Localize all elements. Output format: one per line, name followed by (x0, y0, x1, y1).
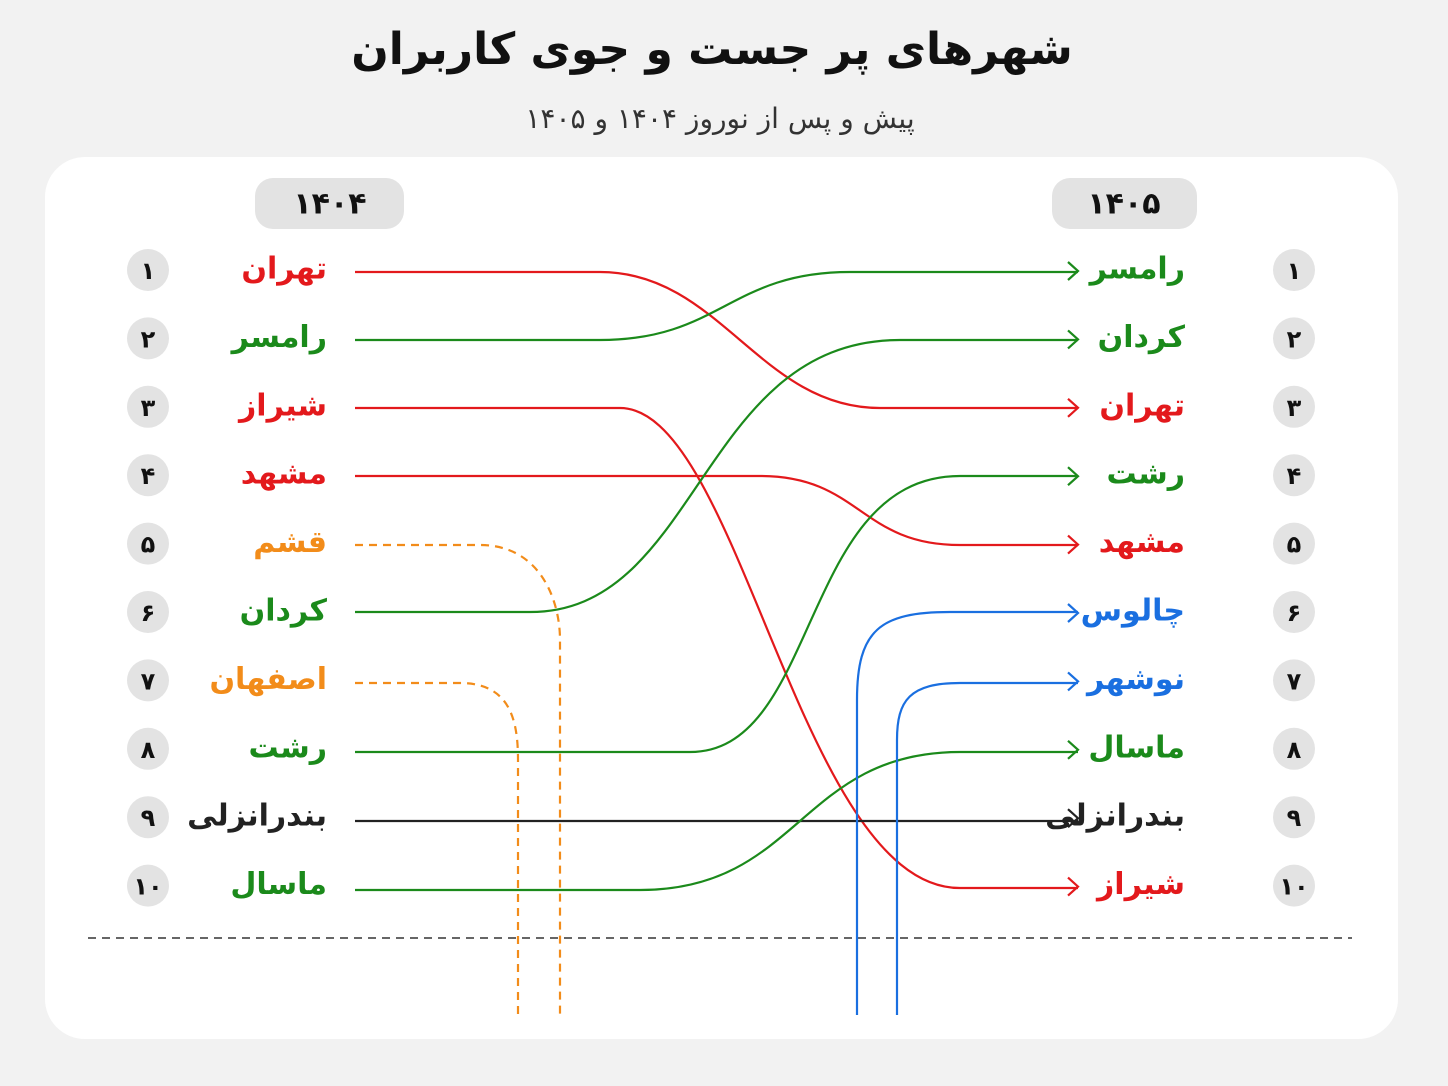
arrow-head (1067, 329, 1080, 350)
city: قشم (253, 525, 327, 560)
rank: ۶ (141, 599, 156, 627)
city: مشهد (1099, 525, 1185, 560)
rank-badge (1273, 591, 1315, 633)
rank: ۱۰ (1279, 873, 1308, 901)
link (355, 543, 562, 1015)
title: شهرهای پر جست و جوی کاربران (351, 24, 1073, 75)
rank: ۵ (141, 531, 156, 559)
rank-badge (127, 659, 169, 702)
arrow-head (1067, 603, 1080, 623)
rank-badge (127, 864, 169, 907)
city: اصفهان (209, 662, 327, 697)
city: بندرانزلی (1045, 799, 1185, 834)
rank: ۸ (141, 736, 156, 764)
rank-badge (1273, 454, 1315, 497)
year-pill (1052, 178, 1197, 229)
link (355, 681, 520, 1015)
rank-badge (1273, 317, 1315, 360)
link (355, 270, 1078, 410)
city: رشت (248, 730, 327, 765)
subtitle: پیش و پس از نوروز ۱۴۰۴ و ۱۴۰۵ (525, 102, 914, 135)
rank-badge (127, 385, 169, 428)
city: ماسال (230, 867, 327, 902)
city: تهران (241, 252, 327, 287)
rank: ۴ (1287, 462, 1302, 490)
year-pill (255, 178, 404, 229)
arrow-head (1067, 876, 1080, 897)
rank-badge (127, 727, 169, 770)
rank: ۱ (1287, 257, 1302, 285)
rank-badge (127, 317, 169, 360)
rank-badge (1273, 249, 1315, 291)
rank-badge (1273, 385, 1315, 428)
right-year: ۱۴۰۵ (1087, 187, 1160, 222)
city: کردان (1098, 320, 1186, 355)
arrow-head (1067, 671, 1080, 692)
link (355, 406, 1078, 890)
city: رامسر (230, 320, 327, 355)
arrow-head (1067, 739, 1080, 760)
city: شیراز (237, 388, 327, 423)
link (355, 474, 1078, 547)
city: تهران (1099, 388, 1185, 423)
rank: ۵ (1287, 531, 1302, 559)
arrow-head (1067, 261, 1080, 281)
rank-badge (127, 591, 169, 633)
city: مشهد (241, 457, 327, 492)
rank-badge (1273, 659, 1315, 702)
city: شیراز (1095, 867, 1185, 902)
rank: ۷ (1287, 667, 1302, 695)
city: چالوس (1081, 594, 1185, 629)
rank: ۹ (141, 804, 156, 832)
city: کردان (240, 594, 328, 629)
rank: ۱۰ (133, 873, 162, 901)
arrow-head (1067, 534, 1080, 555)
rank-badge (1273, 864, 1315, 907)
rank: ۳ (141, 394, 156, 422)
rank-badge (1273, 796, 1315, 839)
arrow-head (1067, 466, 1080, 487)
link (355, 750, 1078, 892)
link (855, 610, 1078, 1015)
rank-badge (127, 522, 169, 565)
rank: ۳ (1287, 394, 1302, 422)
city: ماسال (1088, 730, 1185, 765)
rank: ۹ (1287, 804, 1302, 832)
city: بندرانزلی (187, 799, 327, 834)
link (895, 681, 1078, 1015)
rank-badge (127, 249, 169, 291)
rank: ۱ (141, 257, 156, 285)
link (355, 270, 1078, 342)
rank-badge (1273, 727, 1315, 770)
city: رشت (1106, 457, 1185, 492)
link (355, 474, 1078, 754)
rank: ۲ (1287, 325, 1302, 353)
rank-badge (127, 454, 169, 497)
rank-badge (127, 796, 169, 839)
link (355, 338, 1078, 614)
rank: ۷ (141, 667, 156, 695)
arrow-head (1067, 808, 1080, 829)
rank-badge (1273, 522, 1315, 565)
arrow-head (1067, 397, 1080, 418)
rank: ۲ (141, 325, 156, 353)
rank: ۴ (141, 462, 156, 490)
city: نوشهر (1085, 662, 1185, 697)
rank: ۸ (1287, 736, 1302, 764)
city: رامسر (1088, 252, 1185, 287)
links (355, 270, 1078, 1015)
card (45, 157, 1398, 1039)
rank: ۶ (1287, 599, 1302, 627)
left-year: ۱۴۰۴ (293, 187, 366, 222)
